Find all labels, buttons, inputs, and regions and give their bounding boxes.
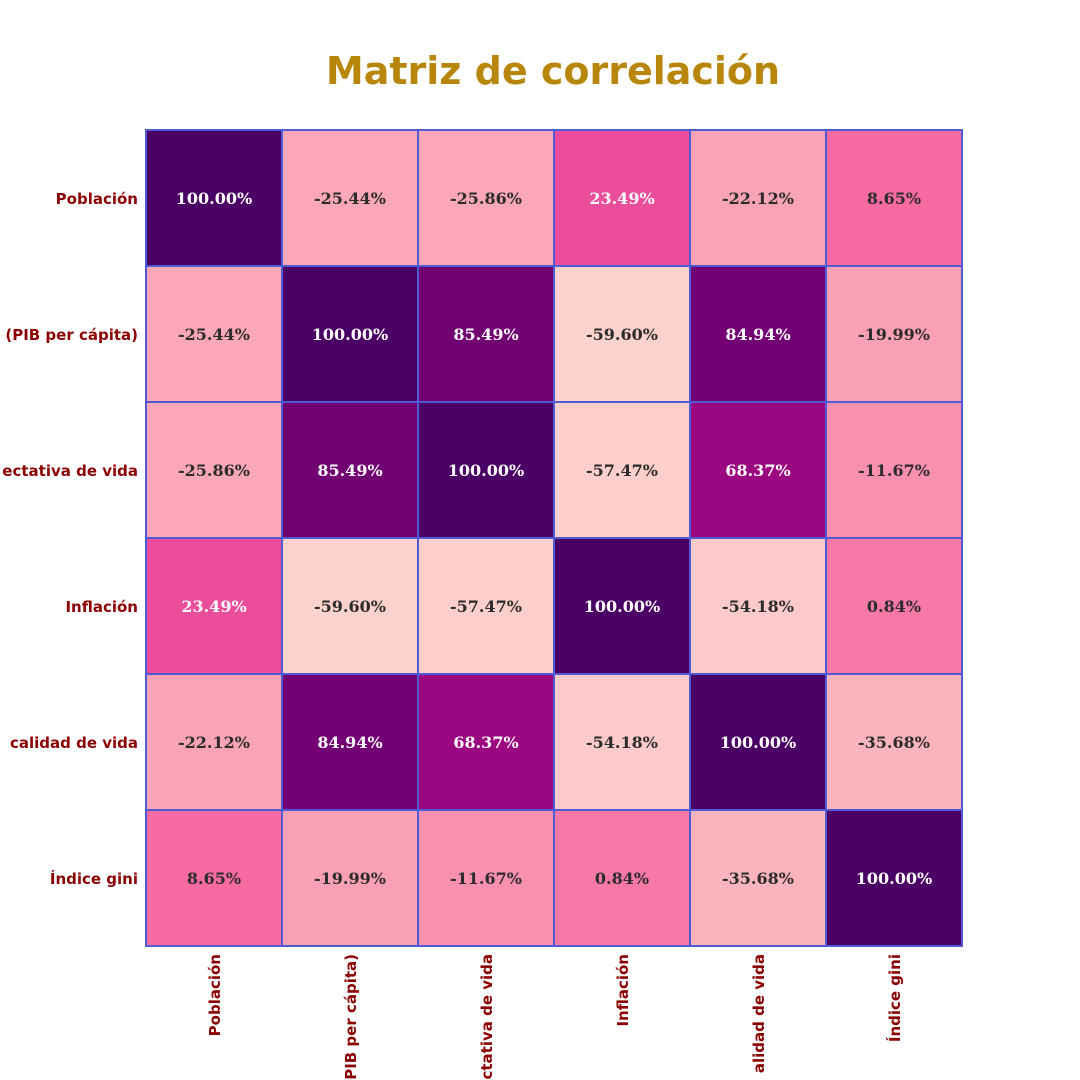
cell-value-label-r2-c1: 85.49% bbox=[317, 461, 382, 480]
column-label-2: ctativa de vida bbox=[478, 954, 496, 1080]
cell-value-label-r4-c2: 68.37% bbox=[453, 733, 518, 752]
heatmap-cell-r0-c0 bbox=[145, 129, 283, 267]
heatmap-cell-r0-c3 bbox=[553, 129, 691, 267]
row-label-0: Población bbox=[56, 190, 138, 208]
cell-value-label-r5-c5: 100.00% bbox=[856, 869, 932, 888]
cell-value-label-r4-c5: -35.68% bbox=[858, 733, 930, 752]
cell-value-label-r3-c1: -59.60% bbox=[314, 597, 386, 616]
cell-value-label-r5-c2: -11.67% bbox=[450, 869, 522, 888]
heatmap-cell-r4-c2 bbox=[417, 673, 555, 811]
cell-value-label-r0-c1: -25.44% bbox=[314, 189, 386, 208]
cell-value-label-r3-c0: 23.49% bbox=[181, 597, 246, 616]
cell-value-label-r1-c4: 84.94% bbox=[725, 325, 790, 344]
heatmap-cell-r4-c5 bbox=[825, 673, 963, 811]
heatmap-cell-r5-c0 bbox=[145, 809, 283, 947]
cell-value-label-r4-c3: -54.18% bbox=[586, 733, 658, 752]
heatmap-cell-r4-c3 bbox=[553, 673, 691, 811]
column-label-5: Índice gini bbox=[885, 954, 904, 1042]
cell-value-label-r1-c2: 85.49% bbox=[453, 325, 518, 344]
cell-value-label-r2-c4: 68.37% bbox=[725, 461, 790, 480]
heatmap-cells: 100.00% -25.44% -25.86% 23.49% -22.12% 8.65% -… bbox=[145, 129, 963, 947]
chart-title: Matriz de correlación bbox=[326, 49, 780, 93]
cell-value-label-r4-c0: -22.12% bbox=[178, 733, 250, 752]
heatmap-cell-r3-c1 bbox=[281, 537, 419, 675]
cell-value-label-r0-c2: -25.86% bbox=[450, 189, 522, 208]
cell-value-label-r3-c3: 100.00% bbox=[584, 597, 660, 616]
column-label-4: alidad de vida bbox=[750, 954, 768, 1073]
column-label-1: (PIB per cápita) bbox=[342, 954, 360, 1080]
cell-value-label-r5-c4: -35.68% bbox=[722, 869, 794, 888]
heatmap-cell-r5-c5 bbox=[825, 809, 963, 947]
cell-value-label-r5-c3: 0.84% bbox=[595, 869, 649, 888]
cell-value-label-r1-c0: -25.44% bbox=[178, 325, 250, 344]
cell-value-label-r3-c2: -57.47% bbox=[450, 597, 522, 616]
heatmap-cell-r2-c1 bbox=[281, 401, 419, 539]
heatmap-cell-r0-c1 bbox=[281, 129, 419, 267]
cell-value-label-r0-c3: 23.49% bbox=[589, 189, 654, 208]
column-label-3: Inflación bbox=[614, 954, 632, 1027]
cell-value-label-r3-c4: -54.18% bbox=[722, 597, 794, 616]
cell-value-label-r2-c2: 100.00% bbox=[448, 461, 524, 480]
cell-value-label-r4-c1: 84.94% bbox=[317, 733, 382, 752]
column-label-0: Población bbox=[206, 954, 224, 1036]
heatmap-cell-r2-c4 bbox=[689, 401, 827, 539]
heatmap-cell-r3-c5 bbox=[825, 537, 963, 675]
cell-value-label-r3-c5: 0.84% bbox=[867, 597, 921, 616]
cell-value-label-r0-c0: 100.00% bbox=[176, 189, 252, 208]
row-labels: Población (PIB per cápita) ectativa de vid… bbox=[2, 190, 138, 888]
row-label-3: Inflación bbox=[65, 598, 138, 616]
row-label-4: calidad de vida bbox=[10, 734, 138, 752]
heatmap-cell-r1-c1 bbox=[281, 265, 419, 403]
cell-value-label-r2-c0: -25.86% bbox=[178, 461, 250, 480]
heatmap-cell-r4-c0 bbox=[145, 673, 283, 811]
row-label-1: (PIB per cápita) bbox=[5, 326, 138, 344]
cell-value-label-r0-c4: -22.12% bbox=[722, 189, 794, 208]
heatmap-cell-r3-c3 bbox=[553, 537, 691, 675]
heatmap-cell-r4-c4 bbox=[689, 673, 827, 811]
cell-value-label-r2-c5: -11.67% bbox=[858, 461, 930, 480]
row-label-2: ectativa de vida bbox=[2, 462, 138, 480]
heatmap-cell-r5-c4 bbox=[689, 809, 827, 947]
heatmap-cell-r0-c5 bbox=[825, 129, 963, 267]
cell-value-label-r5-c1: -19.99% bbox=[314, 869, 386, 888]
heatmap-cell-r2-c5 bbox=[825, 401, 963, 539]
cell-value-label-r1-c3: -59.60% bbox=[586, 325, 658, 344]
heatmap-cell-r3-c4 bbox=[689, 537, 827, 675]
cell-value-label-r1-c1: 100.00% bbox=[312, 325, 388, 344]
heatmap-cell-r3-c2 bbox=[417, 537, 555, 675]
cell-value-label-r1-c5: -19.99% bbox=[858, 325, 930, 344]
cell-value-label-r2-c3: -57.47% bbox=[586, 461, 658, 480]
cell-value-label-r0-c5: 8.65% bbox=[867, 189, 921, 208]
heatmap-cell-r2-c3 bbox=[553, 401, 691, 539]
heatmap-cell-r1-c3 bbox=[553, 265, 691, 403]
cell-value-label-r4-c4: 100.00% bbox=[720, 733, 796, 752]
heatmap-cell-r3-c0 bbox=[145, 537, 283, 675]
row-label-5: Índice gini bbox=[50, 869, 138, 888]
heatmap-cell-r1-c5 bbox=[825, 265, 963, 403]
heatmap-cell-r5-c3 bbox=[553, 809, 691, 947]
cell-value-label-r5-c0: 8.65% bbox=[187, 869, 241, 888]
heatmap-cell-r0-c2 bbox=[417, 129, 555, 267]
column-labels: Población (PIB per cápita) ctativa de vida… bbox=[206, 954, 904, 1080]
